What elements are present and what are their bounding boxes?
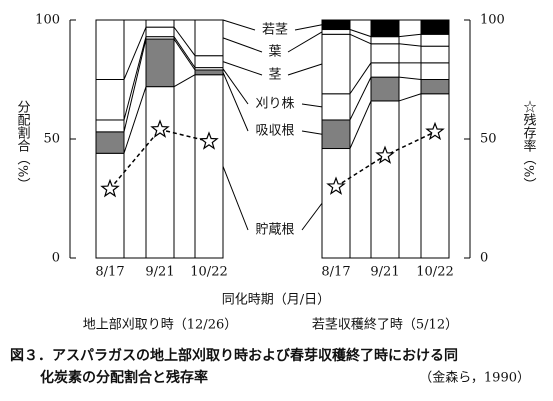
panel-subtitle: 地上部刈取り時（12/26） (83, 318, 237, 333)
legend-leader (222, 72, 249, 132)
star-marker (199, 131, 219, 150)
bar-segment (321, 148, 351, 259)
bar-segment (370, 36, 400, 45)
connector (173, 26, 196, 56)
bar-segment (95, 19, 125, 80)
bar-segment (420, 93, 450, 259)
bar-segment (95, 152, 125, 259)
connector (349, 100, 372, 149)
bar-segment (321, 33, 351, 95)
bar-segment (194, 74, 224, 259)
connector (123, 26, 147, 80)
legend-label: 吸収根 (255, 124, 294, 139)
panel-subtitle: 若茎収穫終了時（5/12） (312, 317, 458, 333)
connector (123, 86, 147, 154)
bar-segment (321, 119, 351, 150)
connector (173, 38, 196, 71)
y-tick-label: 0 (52, 251, 60, 266)
bar-segment (194, 19, 224, 57)
bar-segment (321, 29, 351, 35)
x-tick-label: 8/17 (95, 265, 124, 280)
bar-segment (370, 43, 400, 64)
y-axis-title: 分配割合（%） (15, 100, 31, 190)
x-tick-label: 10/22 (416, 265, 453, 280)
bar-segment (145, 86, 175, 259)
legend-leader (301, 130, 323, 135)
connector (398, 33, 422, 38)
bar-segment (95, 131, 125, 154)
x-tick-label: 9/21 (145, 265, 174, 280)
x-axis-title: 同化時期（月/日） (222, 293, 330, 308)
source: （金森ら，1990） (419, 370, 530, 386)
bar-segment (145, 38, 175, 88)
bar-segment (95, 119, 125, 133)
bar-segment (420, 45, 450, 64)
bar-segment (420, 62, 450, 80)
connector (173, 74, 196, 88)
legend-leader (301, 103, 323, 108)
connector (123, 36, 147, 121)
connector (398, 93, 422, 102)
y-tick-label: 50 (43, 132, 60, 147)
y-tick-label: 100 (35, 13, 60, 28)
legend-leader (287, 63, 323, 76)
bar-segment (194, 69, 224, 76)
legend-leader (222, 166, 249, 231)
connector (349, 33, 372, 45)
legend-leader (301, 202, 323, 231)
bar-segment (95, 79, 125, 121)
star-marker (375, 145, 395, 164)
star-marker (326, 176, 346, 195)
connector (349, 29, 372, 38)
star-marker (100, 178, 120, 198)
caption: 化炭素の分配割合と残存率 (40, 369, 208, 386)
legend-label: 茎 (268, 68, 281, 83)
bar-segment (420, 33, 450, 47)
bar-segment (370, 76, 400, 102)
bar-segment (420, 79, 450, 95)
bar-segment (420, 19, 450, 35)
bar-segment (145, 26, 175, 38)
connector (349, 62, 372, 95)
legend-leader (222, 68, 249, 105)
bar-segment (370, 62, 400, 78)
legend-leader (222, 19, 256, 31)
legend-label: 貯蔵根 (255, 223, 294, 238)
bar-segment (145, 19, 175, 28)
legend-leader (294, 24, 323, 31)
star-marker (150, 119, 170, 138)
legend-label: 葉 (268, 45, 281, 60)
y2-tick-label: 50 (480, 132, 497, 147)
bar-segment (370, 100, 400, 259)
connector (349, 76, 372, 121)
connector (123, 38, 147, 132)
x-tick-label: 10/22 (190, 265, 227, 280)
legend-leader (222, 37, 263, 53)
y2-tick-label: 0 (480, 251, 488, 266)
connector (398, 43, 422, 47)
x-tick-label: 8/17 (321, 265, 350, 280)
bar-segment (321, 19, 351, 31)
connector (398, 76, 422, 80)
bar-segment (321, 93, 351, 121)
x-tick-label: 9/21 (370, 265, 399, 280)
y2-tick-label: 100 (480, 13, 505, 28)
y2-axis-title: ☆残存率（%） (521, 100, 537, 190)
caption: 図３．アスパラガスの地上部刈取り時および春芽収穫終了時における同 (10, 347, 458, 364)
connector (173, 36, 196, 68)
legend-label: 若茎 (262, 22, 288, 38)
bar-segment (370, 19, 400, 38)
star-marker (425, 121, 445, 141)
legend-label: 刈り株 (255, 97, 294, 112)
legend-leader (287, 31, 323, 53)
bar-segment (194, 55, 224, 69)
legend-leader (222, 61, 263, 76)
